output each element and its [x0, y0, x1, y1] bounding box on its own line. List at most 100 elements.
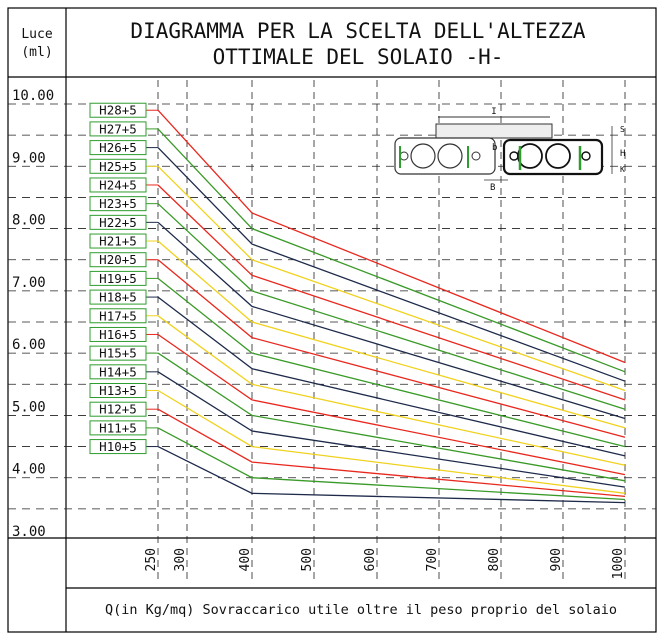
hole-right-2 — [545, 143, 571, 169]
hole-right-small — [509, 151, 519, 161]
series-label: H28+5 — [99, 103, 137, 118]
x-tick-label: 400 — [238, 548, 253, 571]
series-line — [157, 333, 626, 476]
series-label-box — [89, 401, 147, 417]
y-tick-label: 10.00 — [12, 88, 54, 104]
series-label: H24+5 — [99, 177, 137, 192]
x-tick-label: 700 — [425, 548, 440, 571]
y-tick-label: 7.00 — [12, 275, 46, 291]
y-tick-label: 9.00 — [12, 150, 46, 166]
series-line — [157, 277, 626, 448]
span-dimension-label: I — [491, 107, 496, 117]
title-line-1: DIAGRAMMA PER LA SCELTA DELL'ALTEZZA — [130, 19, 586, 43]
unit-label: (ml) — [21, 45, 52, 60]
series-line — [157, 147, 626, 382]
series-label-box — [89, 364, 147, 380]
panel-right — [502, 138, 604, 176]
y-tick-label: 3.00 — [12, 524, 46, 540]
series-label-box — [89, 121, 147, 137]
series-label-box — [89, 420, 147, 436]
x-tick-label: 250 — [144, 548, 159, 571]
x-axis-title: Q(in Kg/mq) Sovraccarico utile oltre il … — [105, 602, 617, 618]
series-label-box — [89, 233, 147, 249]
series-label: H21+5 — [99, 234, 137, 249]
series-label: H18+5 — [99, 290, 137, 305]
hole-left-1 — [410, 143, 436, 169]
series-label-box — [89, 214, 147, 230]
x-tick-label: 800 — [487, 548, 502, 571]
series-label-box — [89, 140, 147, 156]
series-line — [157, 109, 626, 364]
hole-left-small-2 — [471, 151, 481, 161]
dim-b-label: B — [490, 183, 495, 193]
dim-s-label: S — [620, 125, 625, 134]
series-line — [157, 315, 626, 466]
y-tick-label: 6.00 — [12, 337, 46, 353]
series-line — [157, 184, 626, 401]
series-label-box — [89, 196, 147, 212]
series-label: H23+5 — [99, 196, 137, 211]
series-label: H17+5 — [99, 308, 137, 323]
hole-left-2 — [437, 143, 463, 169]
title-line-2: OTTIMALE DEL SOLAIO -H- — [213, 45, 504, 69]
slab-section-diagram: I b B S H K — [394, 107, 625, 193]
series-label-box — [89, 177, 147, 193]
series-line — [157, 165, 626, 392]
y-tick-label: 5.00 — [12, 399, 46, 415]
series-line — [157, 446, 626, 504]
series-label-box — [89, 326, 147, 342]
series-label: H27+5 — [99, 121, 137, 136]
series-label: H26+5 — [99, 140, 137, 155]
series-labels: H28+5 H27+5 H26+5 H25+5 H24+5 H23+5 H22+5 H21+5… — [89, 102, 158, 455]
x-tick-label: 900 — [549, 548, 564, 571]
y-tick-label: 8.00 — [12, 213, 46, 229]
series-label-box — [89, 308, 147, 324]
x-tick-label: 300 — [173, 548, 188, 571]
series-line — [157, 259, 626, 438]
dim-b-small: b — [492, 143, 497, 153]
y-tick-labels: 10.00 9.00 8.00 7.00 6.00 5.00 4.00 3.00 — [12, 88, 54, 540]
series-line — [157, 203, 626, 410]
series-label-box — [89, 383, 147, 399]
series-label: H12+5 — [99, 402, 137, 417]
luce-label: Luce — [21, 27, 52, 42]
y-tick-label: 4.00 — [12, 462, 46, 478]
series-label: H22+5 — [99, 215, 137, 230]
series-line — [157, 389, 626, 494]
series-label: H13+5 — [99, 383, 137, 398]
outer-frame — [7, 7, 657, 633]
series-label-box — [89, 252, 147, 268]
x-tick-label: 1000 — [611, 548, 626, 579]
series-label: H11+5 — [99, 420, 137, 435]
series-label-box — [89, 102, 147, 118]
series-line — [157, 221, 626, 420]
panel-left — [394, 137, 496, 175]
series-label-box — [89, 439, 147, 455]
dim-h-label: H — [620, 149, 625, 159]
series-line — [157, 240, 626, 429]
hole-right-small-2 — [581, 151, 591, 161]
series-label-box — [89, 270, 147, 286]
x-tick-label: 500 — [300, 548, 315, 571]
x-tick-label: 600 — [363, 548, 378, 571]
series-label: H19+5 — [99, 271, 137, 286]
series-lines — [157, 109, 626, 504]
topping-slab — [435, 123, 553, 139]
series-label: H20+5 — [99, 252, 137, 267]
series-label: H14+5 — [99, 364, 137, 379]
series-label-box — [89, 345, 147, 361]
x-tick-labels: 250 300 400 500 600 700 800 900 1000 — [144, 548, 626, 579]
series-line — [157, 371, 626, 488]
series-label-box — [89, 289, 147, 305]
series-label: H16+5 — [99, 327, 137, 342]
series-label: H15+5 — [99, 346, 137, 361]
series-line — [157, 128, 626, 373]
dim-k-label: K — [620, 165, 625, 174]
series-line — [157, 296, 626, 457]
series-line — [157, 427, 626, 501]
series-label: H25+5 — [99, 159, 137, 174]
series-line — [157, 352, 626, 482]
series-label-box — [89, 158, 147, 174]
series-label: H10+5 — [99, 439, 137, 454]
